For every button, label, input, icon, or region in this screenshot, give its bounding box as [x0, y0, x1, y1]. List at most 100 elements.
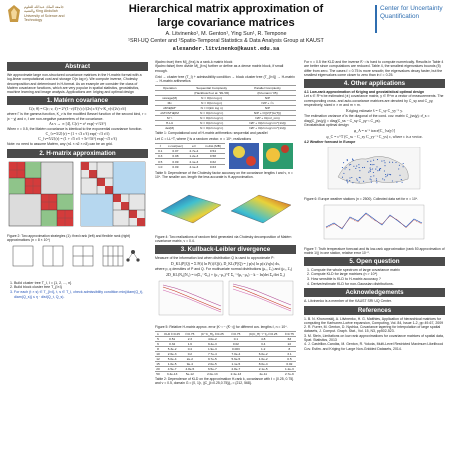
figure-5: Figure 5: Relative H-matrix approx. erro…: [155, 279, 296, 329]
station-dot: [376, 158, 379, 160]
station-dot: [386, 174, 388, 176]
station-dot: [376, 181, 378, 183]
cuq-logo-line-2: Quantification: [380, 13, 420, 21]
hmatrix-steps: Build cluster tree T_I, I = {1, 2, ..., …: [7, 281, 148, 299]
station-dot: [370, 160, 372, 162]
station-dot: [346, 180, 348, 182]
table-cell: KLD ℓ=0.25: [160, 330, 184, 337]
apps-heading: 4. Other applications: [304, 79, 445, 89]
kl-heading: 3. Kullback-Leibler divergence: [155, 245, 296, 255]
station-dot: [400, 178, 402, 180]
station-dot: [373, 159, 375, 161]
station-dot: [371, 163, 373, 165]
table-cell: 0.003: [228, 345, 244, 352]
table-cell: [155, 158, 157, 165]
table-cell: 5.3e-2: [160, 345, 184, 352]
table-header-row: ℓ c.cost(sec) err m.dist.(MB): [155, 142, 225, 149]
table-cell: 0.1: [228, 335, 244, 342]
table-cell: 20: [155, 365, 161, 372]
station-dot: [376, 165, 378, 168]
station-dot: [377, 169, 379, 171]
table-cell: 7.7e-4: [196, 350, 229, 357]
adm-true-text: if(adm=true) then M|_{t×s} is a rank-k m…: [155, 60, 233, 64]
table-row: H-LU N = O(k²n log² n) N/P + O(k²n log² n/…: [155, 120, 296, 126]
reference-item: 4. J. Castrillon-Candás, M. Genton, R. Y…: [304, 342, 444, 351]
table-row: αM'⊙M''⊕βM N = O(k²n log² n) N/P + O(|V(T)…: [155, 110, 296, 116]
table-cell: 4e-11: [243, 370, 283, 376]
station-dot: [373, 163, 375, 165]
station-dot: [375, 168, 377, 170]
table-cell: 0.34: [160, 340, 184, 347]
kl-text-2: where p, q densities of P and Q. For mul…: [155, 266, 293, 271]
table-row: 0.3 0.08 1.2e-3 0.58: [155, 153, 225, 159]
matern-heading: 1. Matérn covariance: [7, 96, 148, 106]
station-dot: [369, 163, 372, 165]
abstract-heading: Abstract: [7, 62, 148, 71]
cluster-tree-figure: [7, 244, 148, 279]
table-cell: 0.51: [160, 335, 184, 342]
cholesky-row: ℓ c.cost(sec) err m.dist.(MB) 0.1 0.07 2.7e-4 0…: [155, 142, 296, 169]
poster-title: Hierarchical matrix approximation of lar…: [90, 2, 362, 30]
table-cell: 2.7e-9: [282, 370, 296, 376]
figure-7-caption: Figure 7: Truth temperature forecast and…: [304, 246, 445, 255]
apps-subheading: 4.1 Low-rank approximation of Kriging an…: [304, 90, 425, 95]
station-dot: [356, 177, 358, 180]
table-cell: 3.1: [282, 350, 296, 357]
table-cell: 0.54: [200, 148, 225, 154]
table-cell: 4.8: [243, 335, 283, 342]
station-dot: [341, 166, 343, 168]
table-row: M⁻¹ N = O(k²n log² n) N/P + O(nn²_min): [155, 115, 296, 121]
station-dot: [381, 160, 383, 162]
table-cell: 63: [282, 335, 296, 342]
table-cell: 5.0e-4: [160, 355, 184, 362]
error-plot-left: [158, 280, 224, 315]
table-cell: 1.2e-3: [186, 153, 201, 159]
open-question-item: Compute KLD for large matrices (n > 10⁴): [311, 272, 445, 277]
figure-2: Figure 2: Two approximation strategies (…: [7, 160, 148, 242]
references-heading: References: [304, 305, 445, 315]
table-cell: 5.6e-5: [228, 355, 244, 362]
acknowledgements-heading: Acknowledgements: [304, 288, 445, 298]
complexity-table: Operation Sequential Complexity Parallel C…: [155, 85, 296, 131]
table-cell: N/P: [239, 105, 296, 111]
station-dot: [367, 160, 369, 162]
table-cell: M⁻¹: [155, 115, 185, 121]
station-dot: [347, 181, 349, 183]
kld-table: k KLD ℓ=0.25 ℓ=0.75 |C−C_H|₂ ℓ=0.25 ℓ=0.75 |C…: [155, 330, 296, 376]
station-dot: [384, 161, 386, 163]
table-cell: 5e-12: [183, 370, 197, 376]
table-cell: 2.1e-3: [186, 158, 201, 165]
geo-design-label: Geostatistical optimal design: [304, 122, 349, 127]
table-row: det(M) N = O(k²n log² n) N/P + O(k²n log² …: [155, 125, 296, 131]
table-row: 50 3.4e-13 5e-12 2.0e-13 2.4e-13 4e-11 2.7e-9: [155, 370, 296, 376]
table-header-row: Operation Sequential Complexity Parallel C…: [155, 85, 296, 91]
table-cell: Mx: [155, 100, 185, 106]
table-cell: 0.62: [200, 158, 225, 165]
figure-7: Figure 7: Truth temperature forecast and…: [304, 203, 445, 255]
table-cell: 1.6: [183, 340, 197, 347]
station-dot: [382, 177, 384, 180]
station-dot: [349, 179, 351, 181]
cuq-logo-bar: [375, 5, 377, 33]
title-line-1: Hierarchical matrix approximation of: [128, 3, 324, 15]
table-cell: N = O(k²n log² n): [184, 120, 240, 126]
table-cell: 4.1e-3: [186, 163, 201, 169]
station-dot: [384, 164, 386, 166]
table-cell: 0.58: [200, 153, 225, 159]
station-dot: [343, 172, 345, 174]
table-cell: N = O(k²n log n): [184, 105, 240, 111]
station-dot: [395, 161, 397, 163]
table-cell: N = O(k²n log² n): [184, 125, 240, 131]
station-dot: [398, 164, 400, 166]
table-cell: 6.0e-2: [243, 350, 283, 357]
table-row: 0.5 0.09 2.1e-3 0.62: [155, 158, 225, 165]
abstract-text: We approximate large non-structured cova…: [7, 73, 142, 95]
matern-32-equation: C_{ν=3/2}(r) = (1 + √3 r/ℓ) exp(−√3 r/ℓ): [45, 132, 110, 137]
table-cell: H-LU: [155, 120, 185, 126]
table-cell: 6.5e-7: [196, 365, 229, 372]
step-item: Build block cluster tree T_{I×I}: [14, 285, 148, 290]
table-cell: N = O(kn log n): [184, 95, 240, 101]
hmatrix-heading: 2. H-matrix approximation: [7, 148, 148, 158]
open-question-item: Compute the whole spectrum of large cova…: [311, 268, 445, 273]
table-cell: N = O(k²n log² n): [184, 115, 240, 121]
